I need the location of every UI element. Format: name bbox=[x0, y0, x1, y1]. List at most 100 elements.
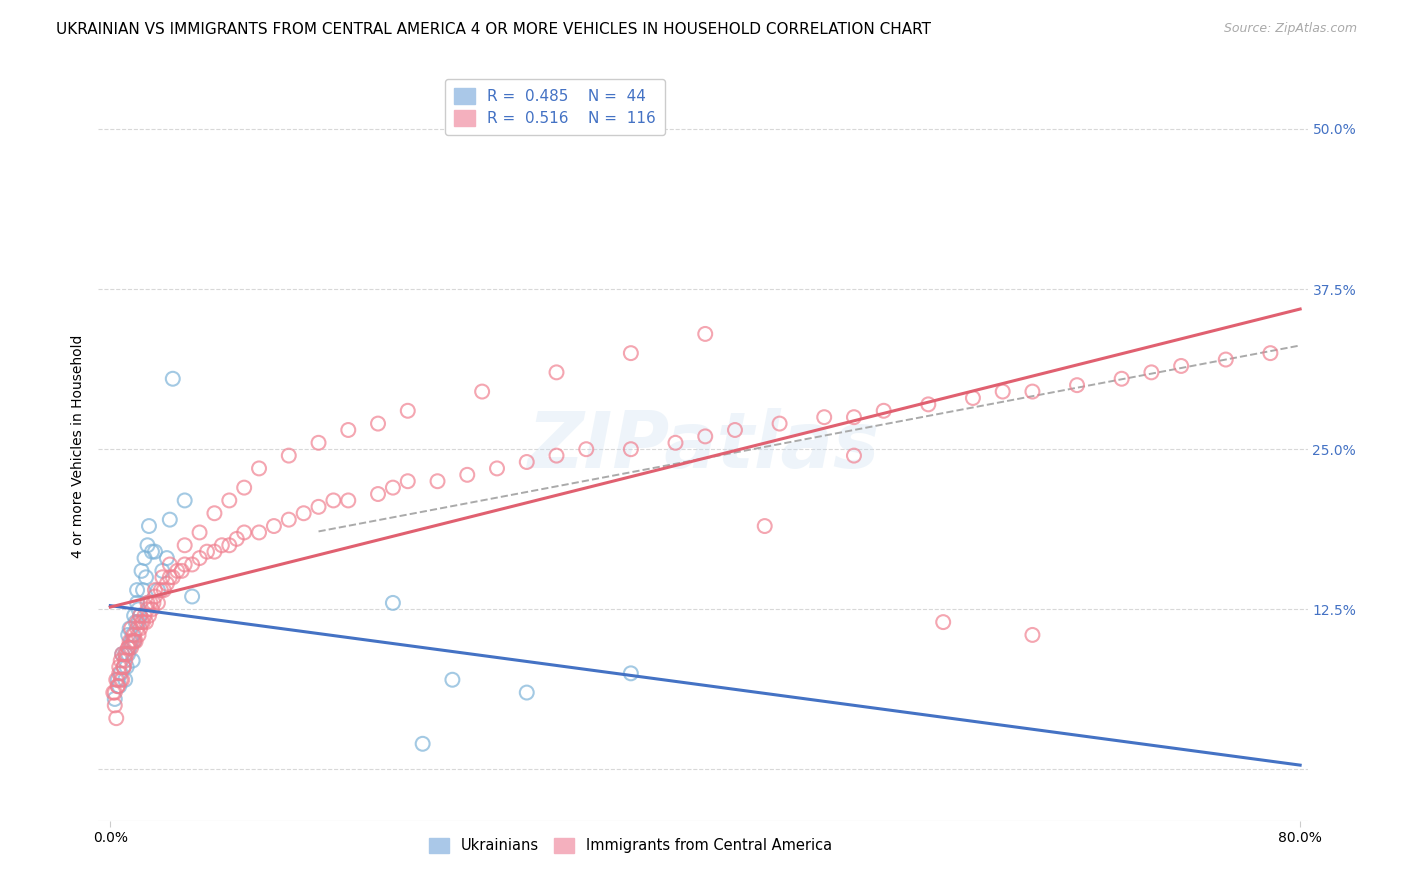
Point bbox=[108, 660, 131, 674]
Point bbox=[132, 615, 155, 629]
Point bbox=[1066, 378, 1088, 392]
Point bbox=[149, 583, 172, 598]
Point bbox=[218, 538, 240, 552]
Point bbox=[139, 596, 162, 610]
Point bbox=[263, 519, 285, 533]
Point bbox=[141, 544, 163, 558]
Point bbox=[134, 551, 156, 566]
Point bbox=[104, 698, 127, 713]
Point bbox=[143, 583, 166, 598]
Point bbox=[107, 679, 129, 693]
Point bbox=[173, 538, 195, 552]
Point bbox=[107, 673, 129, 687]
Point bbox=[111, 673, 134, 687]
Point bbox=[128, 602, 150, 616]
Point bbox=[426, 474, 449, 488]
Point bbox=[396, 474, 419, 488]
Point bbox=[129, 608, 152, 623]
Point bbox=[211, 538, 233, 552]
Point bbox=[115, 660, 138, 674]
Point bbox=[277, 513, 299, 527]
Point bbox=[115, 647, 138, 661]
Point bbox=[127, 615, 149, 629]
Point bbox=[695, 326, 717, 341]
Point bbox=[546, 365, 568, 379]
Point bbox=[131, 564, 153, 578]
Point bbox=[122, 634, 145, 648]
Point bbox=[120, 622, 142, 636]
Point bbox=[132, 583, 155, 598]
Point bbox=[135, 615, 157, 629]
Point bbox=[121, 654, 143, 668]
Point bbox=[842, 449, 865, 463]
Point bbox=[117, 640, 139, 655]
Point bbox=[110, 654, 132, 668]
Point bbox=[121, 628, 143, 642]
Point bbox=[842, 410, 865, 425]
Point bbox=[277, 449, 299, 463]
Point bbox=[159, 570, 181, 584]
Point bbox=[695, 429, 717, 443]
Point bbox=[1260, 346, 1282, 360]
Point bbox=[117, 647, 139, 661]
Point bbox=[131, 615, 153, 629]
Point bbox=[188, 551, 211, 566]
Point bbox=[118, 634, 141, 648]
Point bbox=[156, 576, 179, 591]
Point bbox=[396, 404, 419, 418]
Point bbox=[308, 435, 330, 450]
Point bbox=[150, 564, 173, 578]
Point bbox=[159, 513, 181, 527]
Point bbox=[120, 640, 142, 655]
Point bbox=[121, 634, 143, 648]
Point bbox=[991, 384, 1014, 399]
Point bbox=[104, 685, 127, 699]
Point bbox=[114, 647, 136, 661]
Point bbox=[136, 538, 159, 552]
Point bbox=[124, 634, 146, 648]
Point bbox=[162, 372, 184, 386]
Point bbox=[127, 622, 149, 636]
Point bbox=[170, 564, 193, 578]
Y-axis label: 4 or more Vehicles in Household: 4 or more Vehicles in Household bbox=[72, 334, 86, 558]
Point bbox=[1170, 359, 1192, 373]
Point bbox=[166, 564, 188, 578]
Point bbox=[620, 442, 643, 457]
Point bbox=[129, 622, 152, 636]
Point bbox=[103, 685, 125, 699]
Point bbox=[367, 487, 389, 501]
Point bbox=[225, 532, 247, 546]
Point bbox=[620, 346, 643, 360]
Point bbox=[143, 590, 166, 604]
Point bbox=[146, 583, 169, 598]
Point bbox=[917, 397, 939, 411]
Point bbox=[233, 481, 256, 495]
Point bbox=[337, 423, 360, 437]
Point bbox=[112, 660, 135, 674]
Point bbox=[724, 423, 747, 437]
Point bbox=[664, 435, 686, 450]
Point bbox=[127, 596, 149, 610]
Point bbox=[1021, 628, 1043, 642]
Point bbox=[135, 570, 157, 584]
Point bbox=[367, 417, 389, 431]
Point bbox=[114, 654, 136, 668]
Point bbox=[381, 596, 404, 610]
Text: ZIPatlas: ZIPatlas bbox=[527, 408, 879, 484]
Point bbox=[129, 608, 152, 623]
Point bbox=[754, 519, 776, 533]
Point bbox=[337, 493, 360, 508]
Point bbox=[107, 679, 129, 693]
Point bbox=[114, 673, 136, 687]
Point bbox=[108, 666, 131, 681]
Point bbox=[181, 558, 204, 572]
Point bbox=[247, 525, 270, 540]
Point bbox=[110, 673, 132, 687]
Point bbox=[247, 461, 270, 475]
Point bbox=[117, 628, 139, 642]
Point bbox=[516, 455, 538, 469]
Point bbox=[150, 570, 173, 584]
Point bbox=[122, 634, 145, 648]
Point bbox=[412, 737, 434, 751]
Point bbox=[128, 628, 150, 642]
